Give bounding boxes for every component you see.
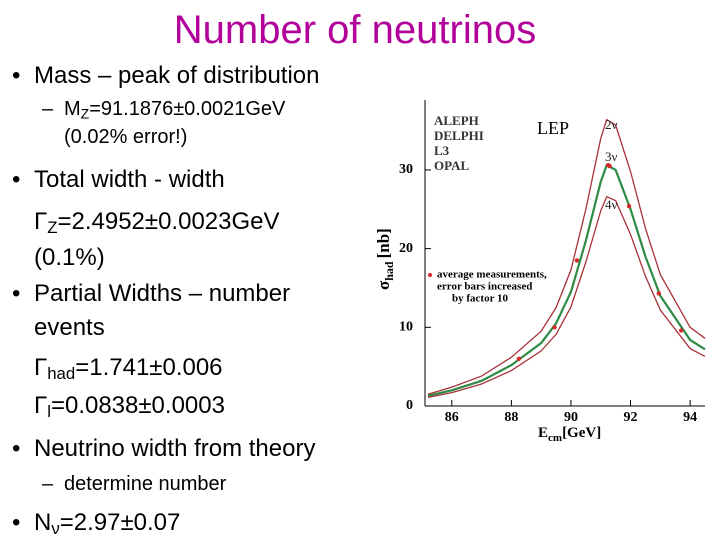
bullet-text: Neutrino width from theory <box>34 435 315 463</box>
bullet-text: Partial Widths – number <box>34 280 290 308</box>
bullet-marker: • <box>12 435 21 462</box>
experiment-label: OPAL <box>434 158 469 173</box>
bullet-marker: – <box>42 473 54 495</box>
text-run: N <box>34 509 52 536</box>
bullet-text: Total width - width <box>34 166 225 194</box>
text-run: =0.0838±0.0003 <box>50 392 225 419</box>
text-run: M <box>64 98 81 120</box>
bullet-text: events <box>34 314 105 342</box>
text-run: determine number <box>64 473 227 495</box>
y-tick-label: 10 <box>399 320 413 335</box>
series-line <box>427 163 706 397</box>
series-label: 2ν <box>605 117 618 132</box>
text-run: =2.97±0.07 <box>59 509 181 536</box>
text-run: Total width - width <box>34 166 225 193</box>
text-run: Γ <box>34 354 48 381</box>
bullet-marker: • <box>12 62 21 89</box>
x-axis-label: Ecm[GeV] <box>538 425 601 443</box>
y-tick-label: 30 <box>399 162 413 177</box>
subscript: Z <box>80 105 90 122</box>
x-tick-label: 88 <box>504 410 518 425</box>
x-label-sub: cm <box>548 432 562 444</box>
y-tick-label: 0 <box>406 398 413 413</box>
x-tick-label: 94 <box>683 410 697 425</box>
series-label: 3ν <box>605 149 618 164</box>
bullet-text: (0.02% error!) <box>64 126 187 149</box>
bullet-marker: • <box>12 280 21 307</box>
data-point <box>678 328 684 333</box>
bullet-text: Γhad=1.741±0.006 <box>34 354 223 384</box>
data-point <box>574 258 580 263</box>
y-tick-label: 20 <box>399 241 413 256</box>
x-tick-label: 92 <box>624 410 638 425</box>
bullet-marker: • <box>12 509 21 536</box>
y-label-sub: had <box>382 261 396 281</box>
data-point <box>626 203 632 209</box>
bullet-text: Γl=0.0838±0.0003 <box>34 392 225 422</box>
text-run: =91.1876±0.0021GeV <box>89 98 286 120</box>
annotation: average measurements, <box>437 269 547 281</box>
annotation-marker <box>428 273 432 277</box>
bullet-text: ΓZ=2.4952±0.0023GeV <box>34 208 280 238</box>
experiment-label: ALEPH <box>434 113 479 128</box>
x-label-unit: [GeV] <box>562 425 601 441</box>
data-point <box>516 356 522 361</box>
x-tick-label: 86 <box>445 410 459 425</box>
text-run: Γ <box>34 392 48 419</box>
y-label-main: σ <box>374 280 393 290</box>
text-run: =2.4952±0.0023GeV <box>57 208 280 235</box>
annotation: error bars increased <box>437 281 532 293</box>
text-run: Partial Widths – number <box>34 280 291 307</box>
subscript: Z <box>47 218 58 238</box>
subscript: ν <box>51 519 60 539</box>
data-point <box>552 325 557 330</box>
collider-label: LEP <box>537 118 569 138</box>
text-run: =1.741±0.006 <box>75 354 223 381</box>
text-run: Γ <box>34 208 48 235</box>
series-line <box>427 195 706 398</box>
experiment-label: DELPHI <box>434 128 484 143</box>
subscript: l <box>47 402 51 422</box>
text-run: Neutrino width from theory <box>34 435 316 462</box>
data-point <box>607 163 612 169</box>
x-tick-label: 90 <box>564 410 578 425</box>
subscript: had <box>47 364 76 384</box>
series-label: 4ν <box>605 197 618 212</box>
experiment-label: L3 <box>434 143 450 158</box>
y-axis-label: σhad [nb] <box>374 228 396 290</box>
text-run: events <box>34 314 105 341</box>
plot-area <box>425 100 705 406</box>
y-label-unit: [nb] <box>374 228 393 258</box>
bullet-marker: – <box>42 98 54 120</box>
text-run: (0.02% error!) <box>64 126 188 148</box>
series-line <box>427 118 706 395</box>
bullet-text: (0.1%) <box>34 244 105 272</box>
data-point <box>656 291 662 296</box>
text-run: Mass – peak of distribution <box>34 62 320 89</box>
x-label-main: E <box>538 425 548 441</box>
text-run: (0.1%) <box>34 244 105 271</box>
bullet-text: Nν=2.97±0.07 <box>34 509 180 539</box>
bullet-marker: • <box>12 166 21 193</box>
annotation: by factor 10 <box>452 293 509 305</box>
bullet-text: Mass – peak of distribution <box>34 62 319 90</box>
bullet-text: MZ=91.1876±0.0021GeV <box>64 98 285 122</box>
slide-title: Number of neutrinos <box>173 8 537 52</box>
bullet-text: determine number <box>64 473 226 496</box>
